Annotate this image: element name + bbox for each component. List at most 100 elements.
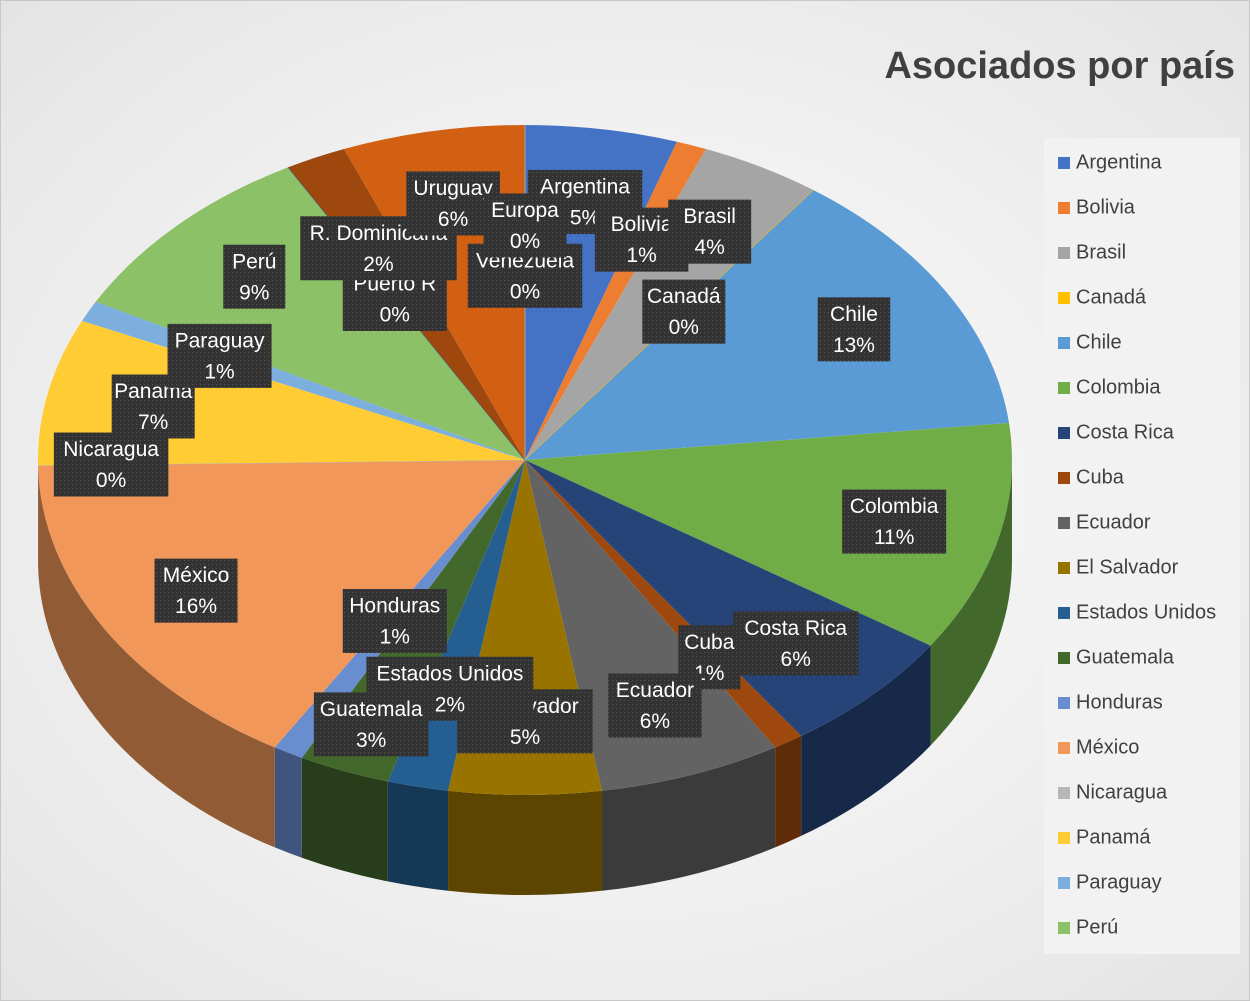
legend-label: Canadá — [1076, 286, 1147, 308]
pie-slice — [95, 167, 525, 461]
legend-label: Cuba — [1076, 466, 1125, 488]
legend-swatch — [1058, 877, 1070, 889]
data-label-value: 1% — [694, 662, 724, 685]
data-label-box — [668, 199, 752, 264]
data-label-value: 7% — [138, 411, 168, 434]
data-labels: Argentina 5% Bolivia 1% Brasil 4% Canadá 0% Chil… — [53, 169, 947, 757]
legend-swatch — [1058, 382, 1070, 394]
legend-swatch — [1058, 652, 1070, 664]
data-label-category: Estados Unidos — [376, 662, 523, 685]
data-label-value: 11% — [874, 526, 914, 549]
pie-side — [801, 645, 931, 836]
data-label-value: 4% — [695, 236, 725, 259]
data-label-category: Argentina — [540, 176, 630, 199]
data-label-box — [223, 244, 286, 309]
legend-swatch — [1058, 697, 1070, 709]
legend-label: Nicaragua — [1076, 781, 1168, 803]
legend-box — [1044, 138, 1240, 954]
data-label-box — [733, 611, 859, 676]
data-label-category: Bolivia — [611, 213, 673, 236]
data-label-value: 2% — [363, 253, 393, 276]
pie-side — [448, 790, 602, 895]
legend: Argentina Bolivia Brasil Canadá Chile Colombi… — [1044, 138, 1240, 954]
data-label-category: Honduras — [349, 595, 440, 618]
legend-label: Guatemala — [1076, 646, 1175, 668]
pie-side — [274, 747, 302, 858]
legend-swatch — [1058, 157, 1070, 169]
data-label-value: 1% — [380, 626, 410, 649]
pie-side — [775, 735, 802, 848]
legend-swatch — [1058, 202, 1070, 214]
data-label-box — [167, 323, 272, 388]
legend-label: Bolivia — [1076, 196, 1136, 218]
pie-sides — [38, 460, 1012, 895]
legend-swatch — [1058, 427, 1070, 439]
legend-label: Brasil — [1076, 241, 1126, 263]
legend-label: Chile — [1076, 331, 1122, 353]
legend-label: México — [1076, 736, 1139, 758]
legend-swatch — [1058, 742, 1070, 754]
data-label-box — [342, 589, 447, 654]
data-label-value: 6% — [781, 648, 811, 671]
data-label-value: 0% — [380, 304, 410, 327]
legend-label: Argentina — [1076, 151, 1162, 173]
data-label-box — [642, 279, 726, 344]
pie-slice — [525, 190, 1009, 460]
data-label-value: 1% — [626, 244, 656, 267]
data-label-category: Costa Rica — [744, 617, 847, 640]
data-label-category: Ecuador — [616, 679, 694, 702]
data-label-box — [608, 673, 702, 738]
legend-swatch — [1058, 787, 1070, 799]
data-label-category: Canadá — [647, 285, 721, 308]
data-label-value: 5% — [510, 726, 540, 749]
data-label-category: Brasil — [683, 205, 736, 228]
data-label-box — [313, 692, 429, 757]
data-label-value: 13% — [833, 334, 875, 357]
legend-swatch — [1058, 607, 1070, 619]
legend-swatch — [1058, 337, 1070, 349]
data-label-value: 16% — [175, 595, 217, 618]
data-label-value: 0% — [669, 316, 699, 339]
pie-slice — [525, 422, 1012, 646]
legend-label: El Salvador — [1076, 556, 1179, 578]
legend-label: Perú — [1076, 916, 1118, 938]
data-label-category: México — [163, 564, 230, 587]
legend-swatch — [1058, 517, 1070, 529]
data-label-value: 9% — [239, 281, 269, 304]
data-label-value: 6% — [640, 710, 670, 733]
pie-side — [38, 465, 275, 848]
data-label-value: 6% — [438, 208, 468, 231]
legend-label: Costa Rica — [1076, 421, 1175, 443]
legend-label: Panamá — [1076, 826, 1151, 848]
data-label-category: Chile — [830, 303, 878, 326]
legend-label: Colombia — [1076, 376, 1161, 398]
legend-label: Paraguay — [1076, 871, 1162, 893]
pie-side — [387, 781, 449, 891]
data-label-box — [53, 432, 169, 497]
data-label-value: 3% — [356, 729, 386, 752]
data-label-category: Nicaragua — [63, 438, 159, 461]
data-label-category: Guatemala — [320, 698, 423, 721]
data-label-box — [483, 193, 567, 258]
legend-label: Ecuador — [1076, 511, 1151, 533]
data-label-box — [842, 489, 947, 554]
data-label-value: 0% — [96, 469, 126, 492]
chart-title: Asociados por país — [884, 45, 1235, 87]
data-label-category: Europa — [491, 199, 559, 222]
pie-slice — [38, 460, 525, 748]
data-label-value: 1% — [204, 360, 234, 383]
data-label-value: 2% — [435, 693, 465, 716]
data-label-category: Uruguay — [413, 177, 493, 200]
data-label-category: Perú — [232, 250, 276, 273]
data-label-value: 0% — [510, 280, 540, 303]
pie-side — [301, 757, 388, 882]
pie-side — [930, 460, 1012, 746]
legend-swatch — [1058, 472, 1070, 484]
legend-label: Honduras — [1076, 691, 1163, 713]
legend-swatch — [1058, 247, 1070, 259]
legend-swatch — [1058, 562, 1070, 574]
data-label-category: Paraguay — [175, 329, 265, 352]
legend-swatch — [1058, 292, 1070, 304]
